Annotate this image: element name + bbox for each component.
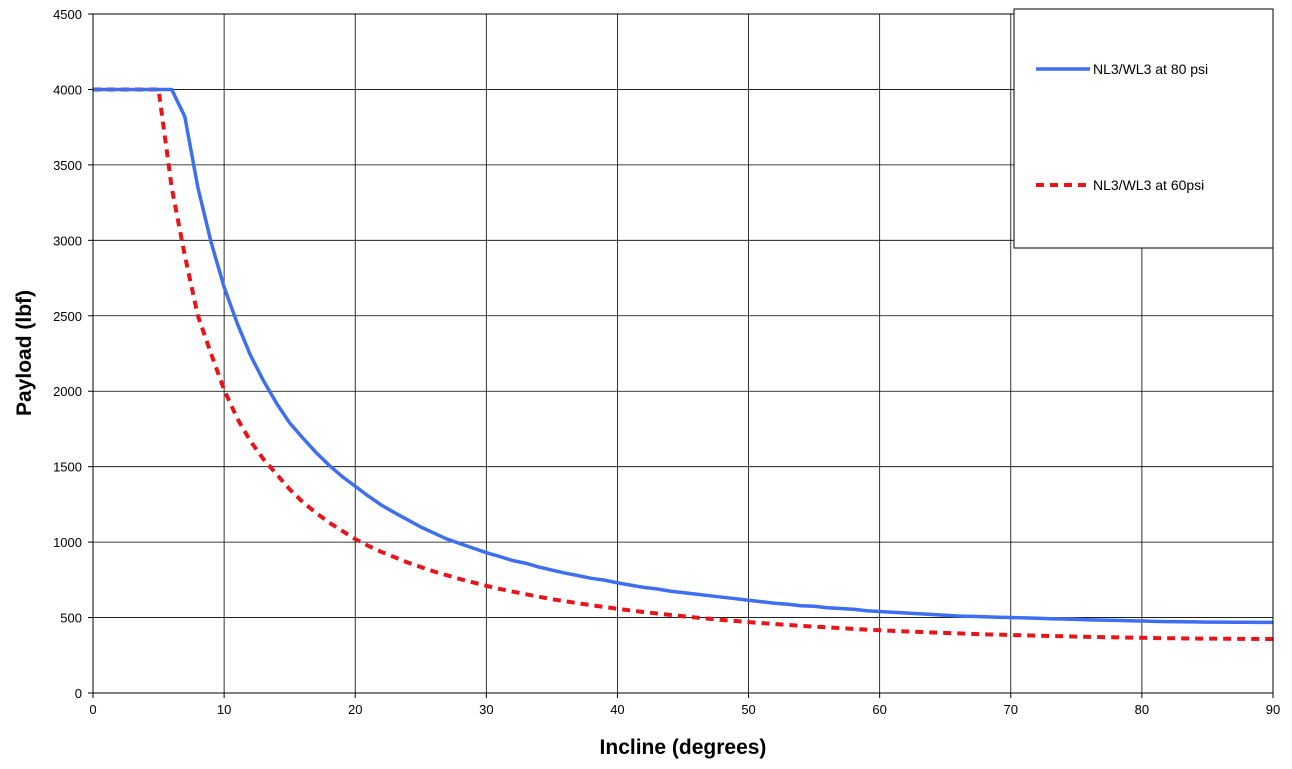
plot-frame	[92, 13, 1274, 694]
y-tick-label: 1500	[53, 460, 82, 475]
x-tick-label: 80	[1135, 702, 1149, 717]
y-tick-label: 4000	[53, 82, 82, 97]
x-tick-label: 30	[479, 702, 493, 717]
y-axis-ticks: 0 500 1000 1500 2000 2500 3000 3500 4000 4500	[53, 7, 93, 701]
legend-label-80psi: NL3/WL3 at 80 psi	[1093, 61, 1208, 77]
x-tick-label: 60	[872, 702, 886, 717]
y-tick-label: 0	[75, 686, 82, 701]
y-tick-label: 4500	[53, 7, 82, 22]
x-axis-title: Incline (degrees)	[600, 736, 767, 759]
y-tick-label: 3500	[53, 158, 82, 173]
x-tick-label: 40	[610, 702, 624, 717]
x-tick-label: 90	[1266, 702, 1280, 717]
legend-label-60psi: NL3/WL3 at 60psi	[1093, 177, 1204, 193]
x-tick-label: 50	[741, 702, 755, 717]
legend: NL3/WL3 at 80 psi NL3/WL3 at 60psi	[1013, 8, 1274, 249]
x-axis-ticks: 0 10 20 30 40 50 60 70 80 90	[89, 693, 1280, 717]
legend-box	[1013, 8, 1274, 249]
series-line-80psi	[93, 87, 1273, 625]
series-line-60psi	[93, 87, 1273, 641]
x-tick-label: 70	[1004, 702, 1018, 717]
x-tick-label: 10	[217, 702, 231, 717]
y-tick-label: 2000	[53, 384, 82, 399]
x-tick-label: 20	[348, 702, 362, 717]
x-tick-label: 0	[89, 702, 96, 717]
y-tick-label: 1000	[53, 535, 82, 550]
y-tick-label: 3000	[53, 233, 82, 248]
y-axis-title: Payload (lbf)	[13, 290, 36, 416]
series-layer	[93, 87, 1273, 641]
y-tick-label: 500	[60, 611, 82, 626]
y-tick-label: 2500	[53, 309, 82, 324]
